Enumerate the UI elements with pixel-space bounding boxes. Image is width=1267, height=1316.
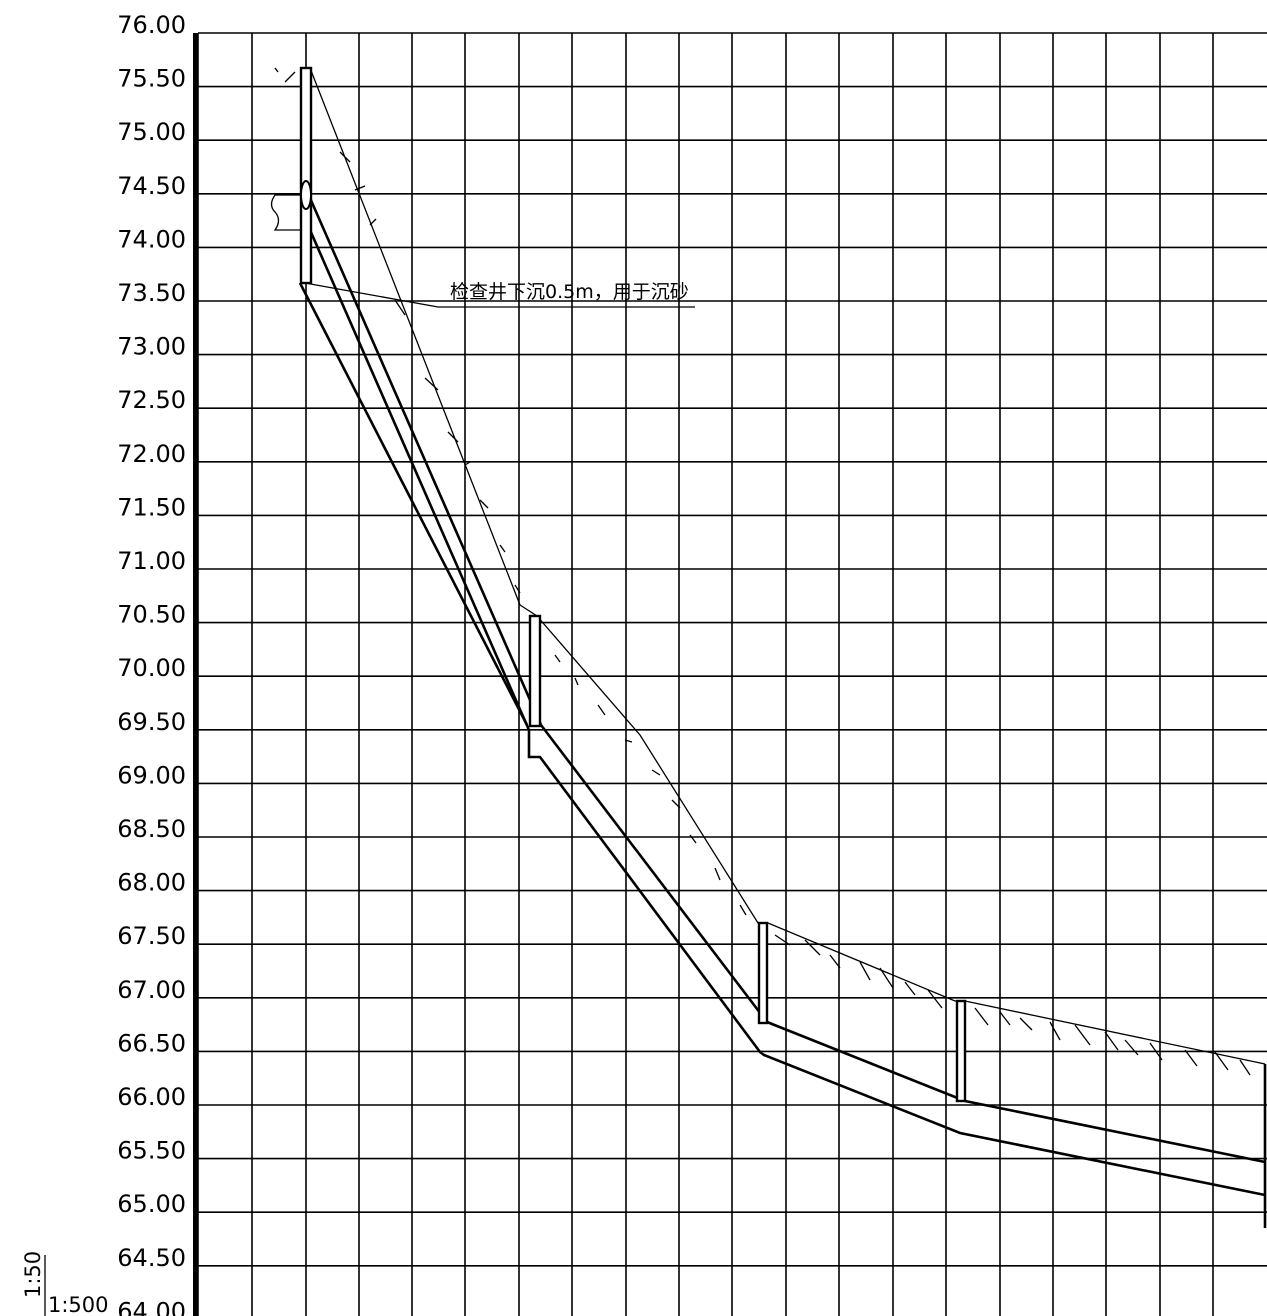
drawing-scale: 1:50 1:500	[21, 1251, 109, 1316]
elevation-label: 70.00	[117, 654, 186, 682]
annotation-text: 检查井下沉0.5m，用于沉砂	[450, 281, 689, 303]
elevation-label: 75.00	[117, 118, 186, 146]
manhole-3	[757, 921, 769, 1025]
elevation-label: 71.50	[117, 493, 186, 521]
elevation-label: 68.50	[117, 815, 186, 843]
elevation-label: 72.50	[117, 386, 186, 414]
manhole-2	[528, 614, 542, 728]
elevation-label: 69.50	[117, 708, 186, 736]
elevation-label: 74.00	[117, 225, 186, 253]
annotation-leader	[304, 282, 695, 308]
elevation-label: 76.00	[117, 11, 186, 39]
elevation-label: 67.50	[117, 922, 186, 950]
elevation-label: 69.00	[117, 761, 186, 789]
elevation-label: 67.00	[117, 976, 186, 1004]
elevation-label: 72.00	[117, 440, 186, 468]
manhole-4	[955, 999, 967, 1103]
ground-hatch	[274, 67, 1251, 1076]
elevation-label: 71.00	[117, 547, 186, 575]
elevation-label: 65.00	[117, 1190, 186, 1218]
elevation-label: 73.50	[117, 279, 186, 307]
elevation-label: 65.50	[117, 1137, 186, 1165]
pipe-top-line	[308, 197, 1266, 1164]
elevation-label: 68.00	[117, 869, 186, 897]
horizontal-scale-text: 1:500	[48, 1293, 109, 1316]
elevation-label: 66.00	[117, 1083, 186, 1111]
pipe-inner-line	[298, 282, 529, 726]
elevation-label: 70.50	[117, 601, 186, 629]
elevation-label: 64.00	[117, 1297, 186, 1316]
vertical-scale-text: 1:50	[21, 1251, 45, 1298]
elevation-axis-labels: 76.00 75.50 75.00 74.50 74.00 73.50 73.00 72.50…	[117, 11, 186, 1316]
elevation-label: 75.50	[117, 65, 186, 93]
elevation-axis-bar	[193, 33, 198, 1316]
grid	[197, 32, 1267, 1316]
elevation-label: 64.50	[117, 1244, 186, 1272]
elevation-label: 74.50	[117, 172, 186, 200]
manhole-1	[270, 66, 313, 285]
pipe-invert-line	[308, 229, 1266, 1197]
ground-surface-line	[309, 67, 1266, 1065]
elevation-label: 73.00	[117, 333, 186, 361]
elevation-label: 66.50	[117, 1029, 186, 1057]
